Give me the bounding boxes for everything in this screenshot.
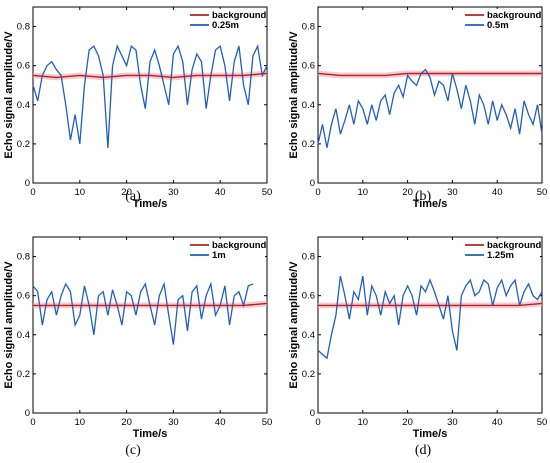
legend-label-signal: 0.5m	[487, 20, 509, 31]
x-tick-label: 50	[537, 187, 548, 198]
x-tick-label: 40	[215, 187, 226, 198]
x-tick-label: 20	[402, 417, 413, 428]
chart-panel-3: 0 10 20 30 40 50 0 0.2 0.4 0.6 0.8 Time/s Echo signa…	[3, 236, 273, 458]
x-axis-label: Time/s	[133, 428, 168, 440]
y-tick-label: 0.8	[302, 22, 315, 33]
plot-frame	[32, 6, 268, 184]
series-line-background	[318, 302, 543, 307]
legend-label-background: background	[212, 240, 267, 251]
series-line-signal	[317, 275, 543, 360]
x-tick-label: 40	[215, 417, 226, 428]
legend-label-background: background	[212, 10, 267, 21]
x-tick-label: 0	[30, 187, 35, 198]
legend-label-background: background	[487, 240, 542, 251]
x-tick-label: 50	[262, 417, 273, 428]
x-tick-label: 40	[492, 417, 503, 428]
legend-label-signal: 0.25m	[212, 20, 239, 31]
y-tick-label: 0.6	[17, 291, 30, 302]
y-tick-label: 0.4	[302, 330, 315, 341]
x-axis-label: Time/s	[413, 198, 448, 210]
background-band	[318, 300, 542, 309]
x-tick-label: 10	[75, 417, 86, 428]
legend-label-signal: 1m	[212, 250, 226, 261]
x-axis-label: Time/s	[133, 198, 168, 210]
x-tick-label: 40	[492, 187, 503, 198]
plot-frame	[317, 236, 543, 414]
y-tick-label: 0.6	[302, 291, 315, 302]
x-tick-label: 0	[315, 417, 320, 428]
x-tick-label: 10	[358, 417, 369, 428]
x-tick-label: 10	[358, 187, 369, 198]
y-tick-label: 0.8	[302, 252, 315, 263]
x-tick-label: 30	[168, 417, 179, 428]
series-line-background	[33, 302, 268, 307]
y-tick-label: 0	[310, 408, 315, 419]
panel-caption: (a)	[125, 189, 141, 204]
chart-panel-2: 0 10 20 30 40 50 0 0.2 0.4 0.6 0.8 Time/s Echo signa…	[288, 6, 548, 210]
y-axis-label: Echo signal amplitude/V	[288, 31, 300, 159]
plot-frame	[32, 236, 268, 414]
x-tick-label: 20	[402, 187, 413, 198]
series-line-background	[32, 72, 268, 79]
y-tick-label: 0	[25, 408, 30, 419]
x-tick-label: 50	[537, 417, 548, 428]
x-tick-label: 30	[447, 417, 458, 428]
chart-panel-1: 0 10 20 30 40 50 0 0.2 0.4 0.6 0.8 Time/s Echo signa…	[3, 6, 273, 210]
y-tick-label: 0.8	[17, 252, 30, 263]
legend-label-signal: 1.25m	[487, 250, 514, 261]
y-axis-label: Echo signal amplitude/V	[288, 261, 300, 389]
y-axis-label: Echo signal amplitude/V	[3, 31, 15, 159]
plot-frame	[317, 6, 543, 184]
background-band	[318, 70, 542, 79]
panel-caption: (b)	[415, 189, 432, 204]
x-tick-label: 0	[315, 187, 320, 198]
y-tick-label: 0.6	[302, 61, 315, 72]
x-tick-label: 20	[121, 417, 132, 428]
x-tick-label: 20	[121, 187, 132, 198]
x-tick-label: 10	[75, 187, 86, 198]
y-tick-label: 0.4	[302, 100, 315, 111]
x-tick-label: 0	[30, 417, 35, 428]
y-tick-label: 0	[310, 178, 315, 189]
series-line-signal	[32, 281, 254, 345]
y-tick-label: 0.2	[17, 369, 30, 380]
series-line-background	[317, 72, 542, 77]
panel-caption: (c)	[125, 443, 141, 458]
y-tick-label: 0.2	[302, 139, 315, 150]
x-tick-label: 30	[447, 187, 458, 198]
y-tick-label: 0.2	[17, 139, 30, 150]
chart-panel-4: 0 10 20 30 40 50 0 0.2 0.4 0.6 0.8 Time/s Echo signa…	[288, 236, 548, 458]
y-tick-label: 0.4	[17, 330, 30, 341]
legend-label-background: background	[487, 10, 542, 21]
panel-caption: (d)	[415, 443, 432, 458]
y-tick-label: 0	[25, 178, 30, 189]
y-tick-label: 0.8	[17, 22, 30, 33]
series-line-signal	[32, 43, 268, 148]
x-axis-label: Time/s	[413, 428, 448, 440]
x-tick-label: 30	[168, 187, 179, 198]
y-tick-label: 0.6	[17, 61, 30, 72]
y-axis-label: Echo signal amplitude/V	[3, 261, 15, 389]
y-tick-label: 0.4	[17, 100, 30, 111]
x-tick-label: 50	[262, 187, 273, 198]
series-line-signal	[317, 68, 543, 148]
y-tick-label: 0.2	[302, 369, 315, 380]
